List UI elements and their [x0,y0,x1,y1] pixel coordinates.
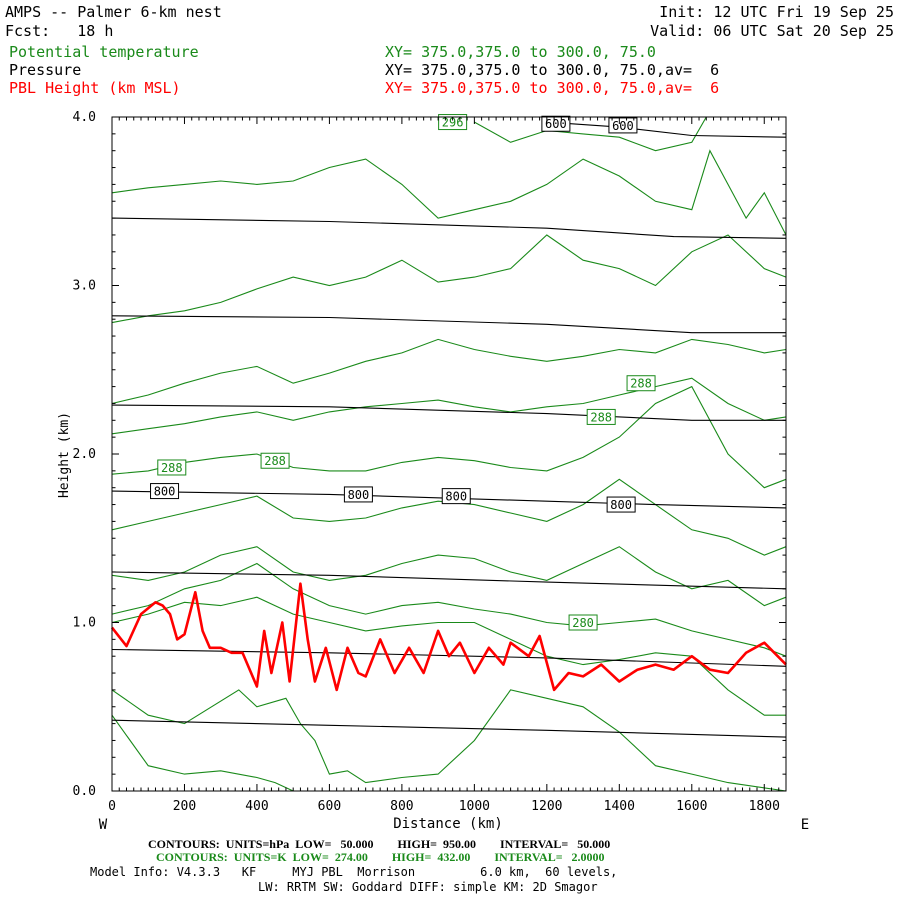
pressure-label: 800 [154,485,176,499]
pressure-label: 800 [445,490,467,504]
y-tick-label: 4.0 [73,110,96,125]
init-time: Init: 12 UTC Fri 19 Sep 25 [659,3,894,21]
pressure-label-box [441,488,471,505]
theta-label-box [586,408,616,425]
theta-label: 288 [590,410,612,424]
pressure-contour-600 [546,121,787,138]
y-tick-label: 0.0 [73,784,96,799]
pressure-label-box [150,483,180,500]
pressure-label-box [343,486,373,503]
pressure-label: 800 [348,488,370,502]
legend-pbl-name: PBL Height (km MSL) [9,79,181,97]
footer-contours-pressure: CONTOURS: UNITS=hPa LOW= 50.000 HIGH= 95… [148,837,611,851]
x-tick-label: 0 [108,799,116,814]
theta-contour-280 [111,562,787,657]
pressure-contour-950 [111,719,787,738]
pressure-contour-700 [111,315,786,334]
theta-label-box [260,452,290,469]
theta-label: 288 [630,377,652,391]
pressure-label-box [541,115,571,132]
x-tick-label: 1600 [676,799,707,814]
west-label: W [99,817,108,833]
pressure-contour-750 [111,404,786,421]
theta-label-box [626,375,656,392]
legend-theta-name: Potential temperature [9,43,199,61]
theta-contour-278 [111,596,786,716]
pressure-contour-800 [111,490,787,509]
x-tick-label: 200 [173,799,196,814]
footer-contours-theta: CONTOURS: UNITS=K LOW= 274.00 HIGH= 432.… [156,850,605,864]
theta-contour-286 [111,385,787,489]
x-tick-label: 1400 [604,799,635,814]
theta-contour-274 [111,714,294,792]
legend-pbl-xy: XY= 375.0,375.0 to 300.0, 75.0,av= 6 [385,79,720,97]
footer-model-info: Model Info: V4.3.3 KF MYJ PBL Morrison 6… [90,865,618,879]
theta-contour-290 [111,338,787,405]
legend-theta-xy: XY= 375.0,375.0 to 300.0, 75.0 [385,43,656,61]
legend-pressure-xy: XY= 375.0,375.0 to 300.0, 75.0,av= 6 [385,61,720,79]
plot-frame [111,116,787,792]
east-label: E [801,817,809,833]
legend-pressure-name: Pressure [9,61,82,79]
pressure-label-box [606,496,636,513]
theta-label-box [157,459,187,476]
x-tick-label: 1200 [531,799,562,814]
theta-label: 280 [572,616,594,630]
pressure-label: 600 [612,119,634,133]
pressure-contour-850 [111,571,787,590]
footer-physics: LW: RRTM SW: Goddard DIFF: simple KM: 2D… [258,880,598,894]
theta-label: 288 [264,454,286,468]
x-tick-label: 400 [245,799,268,814]
forecast-hour: Fcst: 18 h [5,22,114,40]
pressure-label-box [608,117,638,134]
theta-label-box [568,614,598,631]
theta-contour-292 [111,234,787,324]
chart-title: AMPS -- Palmer 6-km nest [5,3,222,21]
valid-time: Valid: 06 UTC Sat 20 Sep 25 [650,22,894,40]
pbl-height-line [110,582,787,692]
pressure-label: 800 [610,498,632,512]
theta-contour-288 [111,377,787,435]
y-axis-label: Height (km) [57,412,72,498]
theta-contour-276 [111,689,787,792]
theta-contour-282 [111,546,787,607]
y-tick-label: 3.0 [73,279,96,294]
theta-contour-296 [474,116,707,152]
x-tick-label: 600 [318,799,341,814]
x-tick-label: 1800 [749,799,780,814]
theta-label: 296 [442,116,464,130]
pressure-contour-900 [111,648,787,667]
theta-label: 288 [161,461,183,475]
pressure-label: 600 [545,117,567,131]
x-tick-label: 800 [390,799,413,814]
y-tick-label: 2.0 [73,447,96,462]
pressure-contour-650 [111,217,787,239]
x-tick-label: 1000 [459,799,490,814]
theta-contour-294 [111,149,787,236]
x-axis-label: Distance (km) [393,816,503,832]
y-tick-label: 1.0 [73,616,96,631]
